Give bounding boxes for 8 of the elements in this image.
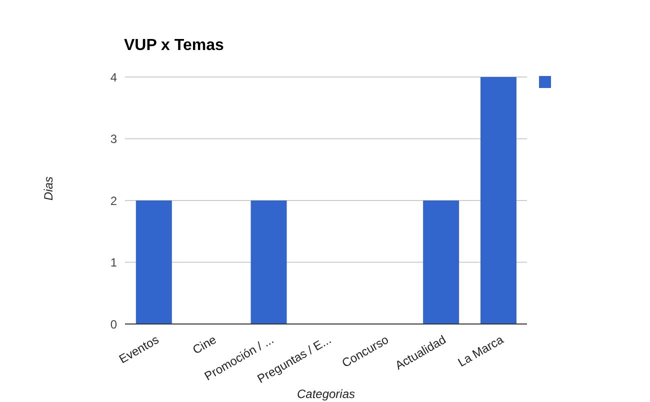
y-tick-label: 4	[110, 70, 118, 84]
chart-title: VUP x Temas	[124, 37, 224, 55]
y-tick-label: 1	[110, 256, 118, 270]
y-tick-label: 2	[110, 194, 118, 208]
y-tick-label: 0	[110, 317, 118, 332]
y-tick-label: 3	[110, 132, 118, 146]
x-axis-title: Categorias	[296, 387, 356, 401]
y-axis-title: Dias	[41, 176, 56, 200]
